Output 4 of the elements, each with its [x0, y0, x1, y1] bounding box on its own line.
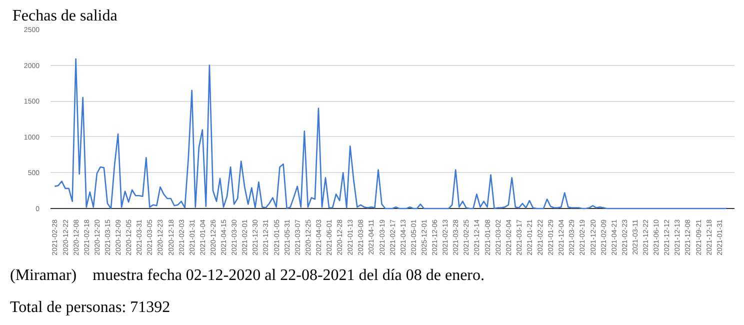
text: Total de personas: 71392 — [10, 298, 170, 318]
chart-title: Fechas de salida — [12, 8, 118, 24]
line-series — [54, 58, 728, 210]
text: (Miramar) muestra fecha 02-12-2020 al 22-08-2021 del día 08 de enero. — [10, 266, 484, 286]
